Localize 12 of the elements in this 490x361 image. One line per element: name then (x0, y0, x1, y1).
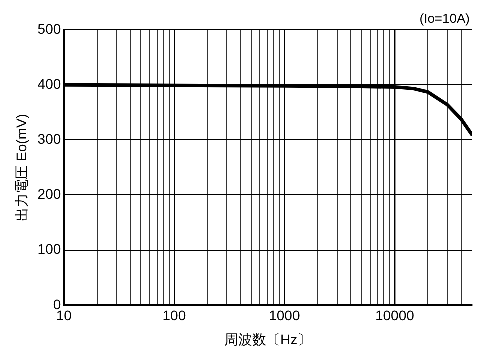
x-tick-label: 1000 (269, 308, 300, 324)
y-tick-label: 200 (38, 186, 62, 202)
y-axis-title: 出力電圧 Eo(mV) (13, 114, 30, 222)
y-tick-label: 0 (53, 296, 62, 312)
y-tick-label: 100 (38, 241, 62, 258)
x-axis-title: 周波数〔Hz〕 (224, 331, 312, 348)
x-tick-label: 100 (162, 308, 186, 324)
y-tick-label: 400 (38, 76, 62, 92)
y-tick-label: 300 (38, 131, 62, 148)
x-tick-label: 10000 (375, 308, 415, 324)
y-tick-label: 500 (38, 20, 62, 37)
text: (Io=10A) (420, 11, 470, 26)
